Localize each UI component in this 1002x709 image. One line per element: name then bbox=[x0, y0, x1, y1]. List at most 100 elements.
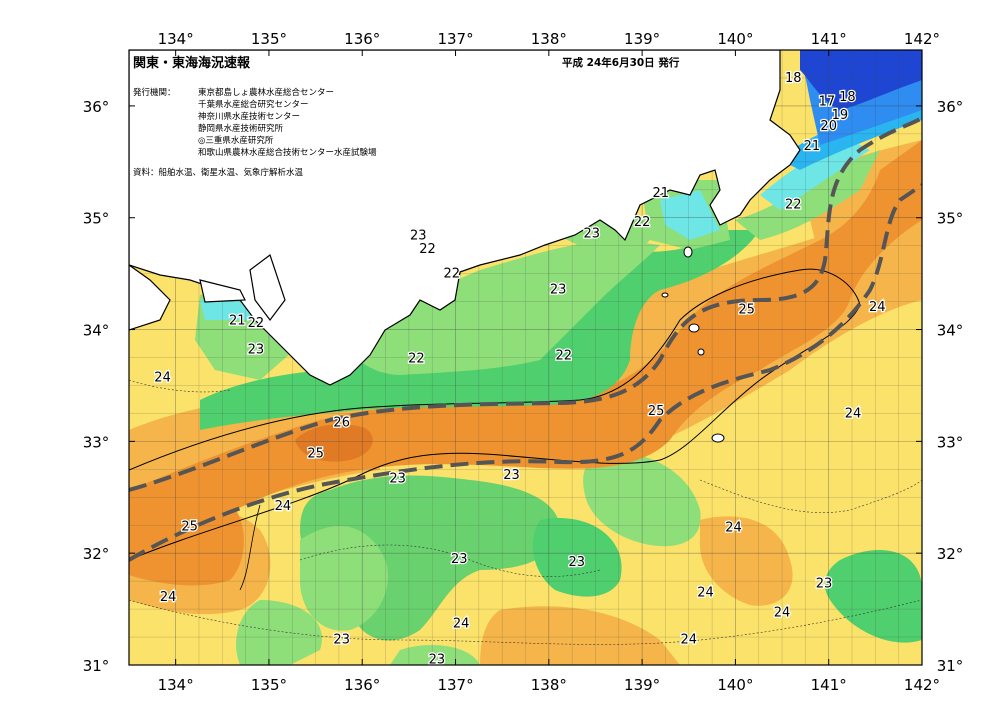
temperature-label: 24 bbox=[845, 406, 862, 421]
kuroshio-axis bbox=[129, 116, 922, 562]
issuer-org: 神奈川県水産技術センター bbox=[198, 112, 301, 122]
longitude-label: 136° bbox=[344, 30, 380, 48]
issuer-org: ◎三重県水産研究所 bbox=[198, 136, 274, 146]
latitude-label: 31° bbox=[83, 657, 110, 675]
minor-isotherms bbox=[129, 379, 922, 645]
temperature-label: 24 bbox=[725, 520, 742, 535]
temperature-label: 18 bbox=[785, 71, 802, 86]
latitude-labels-right: 36° 35° 34° 33° 32° 31° bbox=[937, 98, 964, 675]
temperature-label: 23 bbox=[550, 282, 567, 297]
latitude-label: 33° bbox=[83, 433, 110, 451]
latitude-label: 32° bbox=[83, 545, 110, 563]
temperature-label: 23 bbox=[451, 552, 468, 567]
issuers-label: 発行機関： bbox=[133, 88, 176, 98]
issuer-org: 千葉県水産総合研究センター bbox=[198, 100, 309, 110]
issuer-org: 静岡県水産技術研究所 bbox=[198, 124, 284, 134]
map-title: 関東・東海海況速報 bbox=[133, 56, 251, 71]
longitude-label: 138° bbox=[531, 30, 567, 48]
temperature-label: 21 bbox=[804, 139, 821, 154]
latitude-labels-left: 36° 35° 34° 33° 32° 31° bbox=[83, 98, 110, 675]
zone-21-east bbox=[760, 140, 870, 210]
longitude-label: 137° bbox=[437, 676, 473, 694]
zone-26 bbox=[129, 492, 244, 586]
temperature-label: 21 bbox=[653, 186, 670, 201]
zone-25 bbox=[480, 606, 680, 665]
temperature-label: 24 bbox=[869, 300, 886, 315]
temperature-label: 25 bbox=[307, 447, 324, 462]
temperature-label: 22 bbox=[444, 267, 461, 282]
latitude-label: 34° bbox=[83, 322, 110, 340]
longitude-labels-top: 134° 135° 136° 137° 138° 139° 140° 141° 142° bbox=[158, 30, 940, 48]
latitude-label: 32° bbox=[937, 545, 964, 563]
temperature-label: 23 bbox=[816, 576, 833, 591]
temperature-label: 23 bbox=[569, 555, 586, 570]
temperature-label: 17 bbox=[819, 94, 836, 109]
latitude-label: 34° bbox=[937, 322, 964, 340]
axis-ticks bbox=[129, 50, 923, 666]
latitude-label: 36° bbox=[83, 98, 110, 116]
map-frame bbox=[128, 49, 923, 666]
longitude-labels-bottom: 134° 135° 136° 137° 138° 139° 140° 141° 142° bbox=[158, 676, 940, 694]
issuer-org: 和歌山県農林水産総合技術センター水産試験場 bbox=[198, 148, 377, 158]
latitude-label: 31° bbox=[937, 657, 964, 675]
islands bbox=[661, 246, 725, 443]
temperature-label: 24 bbox=[680, 632, 697, 647]
temperature-label: 23 bbox=[333, 632, 350, 647]
temperature-label: 18 bbox=[839, 90, 856, 105]
zone-25 bbox=[700, 516, 793, 606]
temperature-label: 22 bbox=[408, 352, 425, 367]
zone-23 bbox=[236, 600, 322, 665]
temperature-label: 22 bbox=[634, 215, 651, 230]
temperature-label: 22 bbox=[248, 316, 265, 331]
temperature-label: 23 bbox=[583, 226, 600, 241]
temperature-label: 19 bbox=[832, 108, 849, 123]
temperature-label: 23 bbox=[503, 468, 520, 483]
temperature-label: 24 bbox=[453, 617, 470, 632]
longitude-label: 137° bbox=[437, 30, 473, 48]
longitude-label: 142° bbox=[904, 30, 940, 48]
temperature-label: 26 bbox=[333, 415, 350, 430]
temperature-label: 23 bbox=[429, 652, 446, 667]
temperature-label: 24 bbox=[160, 590, 177, 605]
latitude-label: 35° bbox=[937, 210, 964, 228]
longitude-label: 135° bbox=[251, 30, 287, 48]
temperature-label: 22 bbox=[419, 242, 436, 257]
land bbox=[129, 50, 801, 386]
temperature-label: 24 bbox=[774, 605, 791, 620]
latitude-label: 33° bbox=[937, 433, 964, 451]
temperature-label: 24 bbox=[275, 499, 292, 514]
temperature-label: 22 bbox=[555, 348, 572, 363]
zone-27 bbox=[295, 424, 373, 462]
temperature-label: 24 bbox=[154, 371, 171, 386]
latitude-label: 35° bbox=[83, 210, 110, 228]
zone-21-sagami bbox=[660, 190, 720, 240]
zone-26 bbox=[129, 140, 922, 570]
longitude-label: 134° bbox=[158, 676, 194, 694]
longitude-label: 141° bbox=[811, 676, 847, 694]
longitude-label: 141° bbox=[811, 30, 847, 48]
zone-23 bbox=[824, 550, 922, 643]
temperature-label: 25 bbox=[738, 302, 755, 317]
zone-18-east bbox=[800, 50, 922, 110]
longitude-label: 139° bbox=[624, 30, 660, 48]
temperature-label: 21 bbox=[229, 314, 246, 329]
issuer-org: 東京都島しょ農林水産総合センター bbox=[198, 88, 335, 98]
longitude-label: 138° bbox=[531, 676, 567, 694]
longitude-label: 140° bbox=[717, 30, 753, 48]
data-source: 資料：船舶水温、衛星水温、気象庁解析水温 bbox=[133, 168, 304, 178]
latitude-label: 36° bbox=[937, 98, 964, 116]
longitude-label: 134° bbox=[158, 30, 194, 48]
temperature-label: 20 bbox=[820, 119, 837, 134]
temperature-label: 23 bbox=[248, 343, 265, 358]
zone-23 bbox=[390, 645, 480, 665]
temperature-label: 23 bbox=[389, 471, 406, 486]
temperature-label: 22 bbox=[785, 197, 802, 212]
longitude-label: 139° bbox=[624, 676, 660, 694]
temperature-label: 23 bbox=[410, 229, 427, 244]
zone-23 bbox=[532, 518, 622, 597]
issue-date: 平成 24年6月30日 発行 bbox=[562, 57, 680, 69]
temperature-label: 24 bbox=[697, 585, 714, 600]
